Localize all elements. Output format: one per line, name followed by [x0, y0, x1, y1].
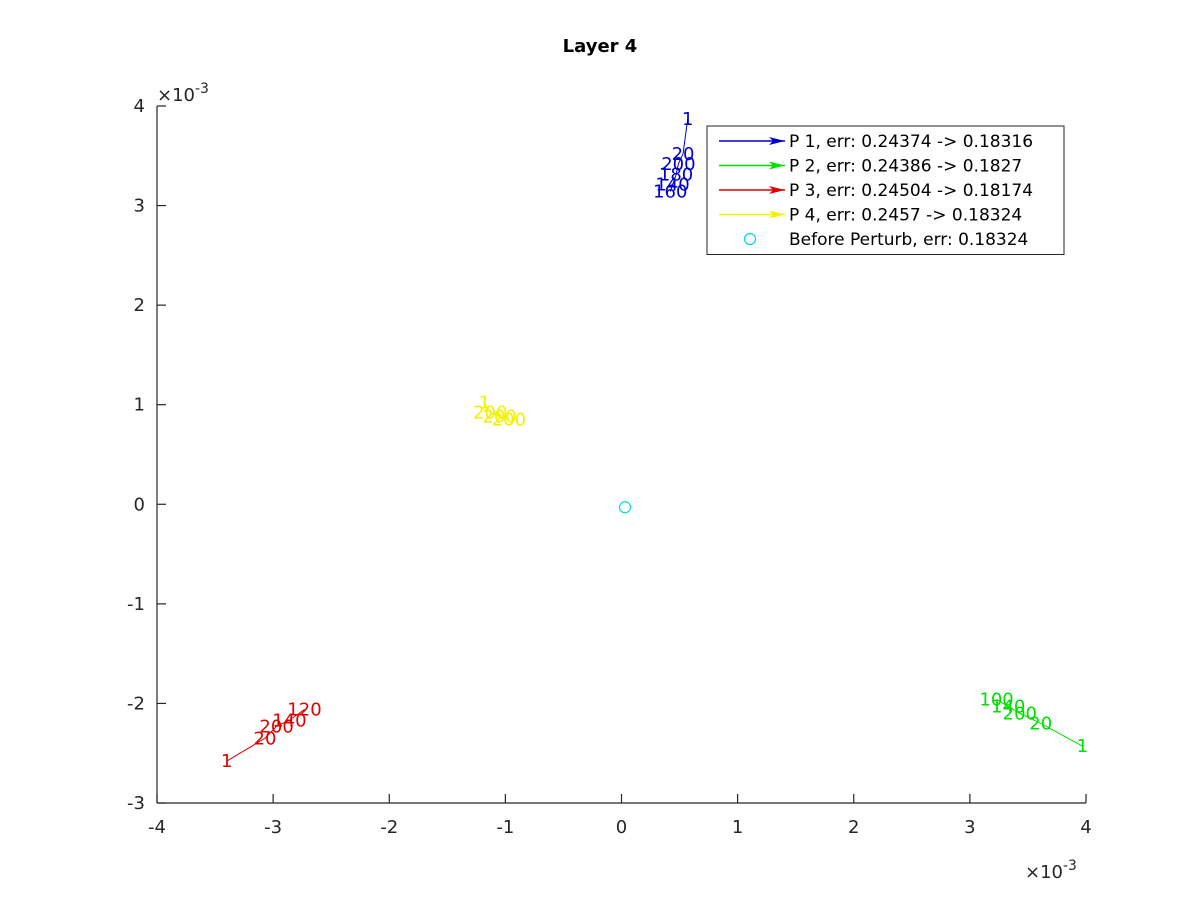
series-path	[996, 699, 1083, 747]
legend-arrowhead	[769, 210, 785, 219]
series-5	[618, 501, 632, 514]
data-point-label: 1	[682, 109, 693, 130]
legend: P 1, err: 0.24374 -> 0.18316 P 2, err: 0.…	[706, 125, 1065, 255]
y-tick-label: -2	[127, 693, 145, 714]
y-tick-label: -1	[127, 594, 145, 615]
series-path	[484, 402, 510, 421]
data-point-label: 180	[659, 165, 693, 186]
chart-title: Layer 4	[563, 36, 638, 57]
x-tick-label: -4	[148, 817, 166, 838]
legend-entry: P 1, err: 0.24374 -> 0.18316	[719, 132, 1033, 152]
legend-label: P 4, err: 0.2457 -> 0.18324	[789, 206, 1022, 226]
y-tick-label: 0	[134, 494, 145, 515]
series-layer: 1202001801401601202001401001202001401201…	[221, 109, 1088, 772]
legend-entry: P 3, err: 0.24504 -> 0.18174	[719, 181, 1033, 201]
data-point-label: 140	[655, 175, 689, 196]
legend-entry: P 4, err: 0.2457 -> 0.18324	[719, 206, 1022, 226]
data-point-label: 200	[1003, 703, 1037, 724]
legend-label: P 2, err: 0.24386 -> 0.1827	[789, 157, 1022, 177]
x-tick-label: 2	[848, 817, 859, 838]
data-point-label: 1	[1077, 736, 1088, 757]
data-point-label: 200	[259, 716, 293, 737]
legend-label: P 3, err: 0.24504 -> 0.18174	[789, 181, 1033, 201]
y-tick-label: 1	[134, 395, 145, 416]
data-point-label: 120	[287, 699, 321, 720]
data-point-label: 20	[672, 144, 695, 165]
data-point-label: 140	[991, 696, 1025, 717]
data-point-label: 100	[979, 689, 1013, 710]
x-tick-label: 0	[616, 817, 627, 838]
x-tick-label: 4	[1080, 817, 1091, 838]
y-exponent-label: ×10-3	[157, 81, 209, 106]
x-tick-label: 1	[732, 817, 743, 838]
series-path	[226, 708, 305, 762]
series-path	[669, 118, 689, 192]
data-point-label: 20	[1029, 713, 1052, 734]
data-point-label: 200	[661, 154, 695, 175]
x-tick-label: -1	[496, 817, 514, 838]
y-tick-label: 2	[134, 295, 145, 316]
x-tick-label: -3	[264, 817, 282, 838]
data-point-label: 140	[272, 710, 306, 731]
data-point-label: 20	[254, 728, 277, 749]
x-tick-label: -2	[380, 817, 398, 838]
legend-entry: P 2, err: 0.24386 -> 0.1827	[719, 157, 1022, 177]
legend-arrowhead	[769, 161, 785, 170]
x-tick-label: 3	[964, 817, 975, 838]
y-tick-label: 4	[134, 96, 145, 117]
legend-entry: Before Perturb, err: 0.18324	[743, 230, 1028, 250]
data-point-label: 200	[482, 407, 516, 428]
legend-marker	[743, 232, 757, 246]
data-point-marker	[618, 501, 632, 514]
y-tick-label: -3	[127, 793, 145, 814]
legend-arrowhead	[769, 137, 785, 145]
legend-label: Before Perturb, err: 0.18324	[789, 230, 1028, 250]
data-point-label: 160	[653, 182, 687, 203]
y-tick-label: 3	[134, 196, 145, 217]
data-point-label: 200	[473, 403, 507, 424]
legend-arrowhead	[769, 186, 785, 194]
data-point-label: 1	[479, 393, 490, 414]
data-point-label: 1	[221, 751, 232, 772]
x-exponent-label: ×10-3	[1025, 858, 1077, 883]
data-point-label: 200	[492, 410, 526, 431]
legend-label: P 1, err: 0.24374 -> 0.18316	[789, 132, 1033, 152]
